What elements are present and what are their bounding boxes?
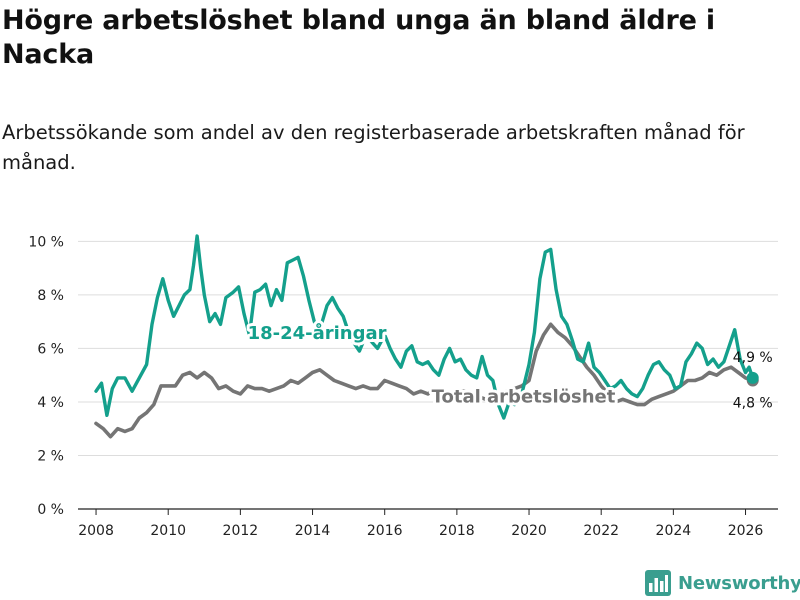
y-axis-labels: 0 % 2 % 4 % 6 % 8 % 10 %: [28, 234, 64, 518]
total-series-label-halo: Total arbetslöshet: [432, 387, 616, 408]
youth-end-value-label: 4,9 %: [733, 350, 773, 366]
y-tick-label: 4 %: [37, 395, 64, 411]
x-tick-label: 2026: [728, 523, 764, 539]
series-lines: [94, 234, 755, 439]
x-tick-label: 2008: [78, 523, 114, 539]
y-tick-label: 10 %: [28, 234, 64, 250]
total-end-value-label: 4,8 %: [733, 396, 773, 412]
x-tick-label: 2016: [367, 523, 403, 539]
x-tick-label: 2014: [295, 523, 331, 539]
x-tick-label: 2012: [223, 523, 259, 539]
chart-subtitle: Arbetssökande som andel av den registerb…: [2, 121, 745, 174]
x-tick-label: 2018: [439, 523, 475, 539]
bar-chart-logo-icon: [645, 570, 671, 596]
total-series-label: Total arbetslöshet: [432, 387, 616, 408]
newsworthy-brand: Newsworthy: [644, 568, 800, 598]
y-tick-label: 8 %: [37, 288, 64, 304]
total-series-line: [94, 322, 755, 439]
youth-series-label-halo: 18-24-åringar: [248, 322, 387, 344]
brand-name: Newsworthy: [678, 572, 800, 594]
y-tick-label: 2 %: [37, 448, 64, 464]
y-tick-label: 0 %: [37, 502, 64, 518]
x-tick-label: 2024: [656, 523, 692, 539]
x-tick-label: 2010: [150, 523, 186, 539]
x-axis: 2008 2010 2012 2014 2016 2018 2020 2022 2024 2026: [78, 508, 778, 539]
y-tick-label: 6 %: [37, 341, 64, 357]
youth-end-marker: [746, 371, 759, 384]
youth-series-line: [94, 234, 755, 420]
youth-series-label: 18-24-åringar: [248, 322, 387, 344]
x-tick-label: 2020: [511, 523, 547, 539]
chart-title: Högre arbetslöshet bland unga än bland ä…: [2, 5, 715, 70]
x-tick-label: 2022: [583, 523, 619, 539]
